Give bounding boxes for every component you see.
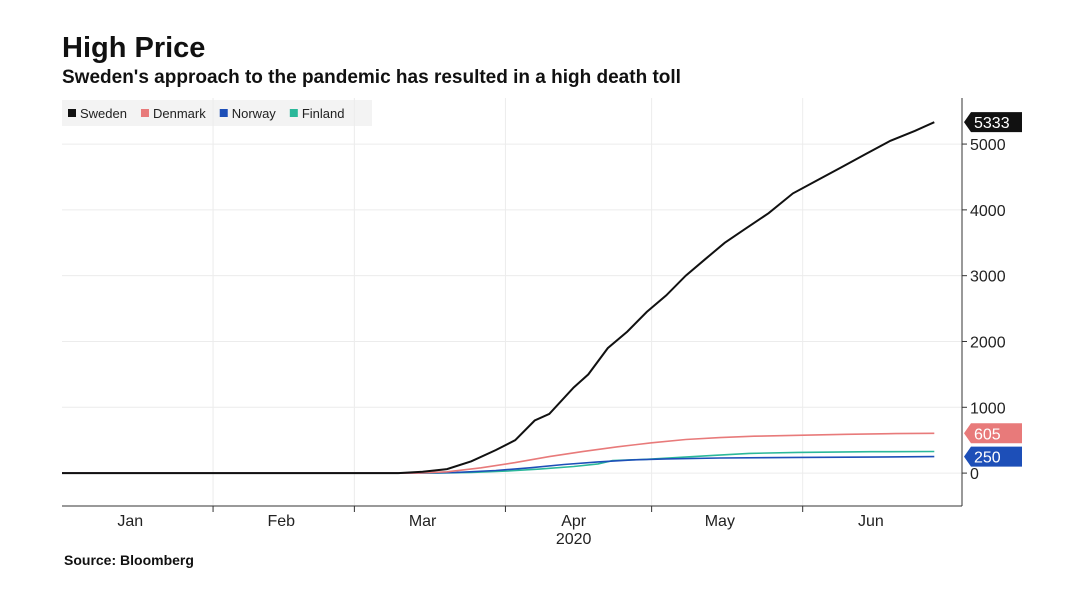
y-tick-label: 5000 <box>970 137 1006 154</box>
series-lines <box>62 121 935 475</box>
x-tick-label: Mar <box>409 513 437 530</box>
legend: Sweden Denmark Norway Finland <box>68 106 344 121</box>
x-year-label: 2020 <box>556 531 592 548</box>
x-tick-label: Jun <box>858 513 884 530</box>
axes: 0 1000 2000 3000 4000 5000 Jan Feb Mar Apr May Jun 2… <box>62 98 1006 548</box>
y-tick-label: 3000 <box>970 269 1006 286</box>
end-label-denmark: 605 <box>974 426 1001 443</box>
legend-swatch-sweden <box>68 109 76 117</box>
x-tick-label: Apr <box>561 513 587 530</box>
legend-label-finland: Finland <box>302 106 345 121</box>
legend-swatch-finland <box>289 109 298 117</box>
x-tick-label: Jan <box>117 513 143 530</box>
end-tag-norway <box>964 446 1022 467</box>
y-tick-label: 0 <box>970 466 979 483</box>
end-tag-sweden <box>964 112 1022 133</box>
end-labels: 5333 605 250 <box>964 112 1022 467</box>
series-line-sweden <box>62 121 935 475</box>
end-tag-denmark <box>964 423 1022 444</box>
legend-background <box>62 100 372 126</box>
legend-label-sweden: Sweden <box>80 106 127 121</box>
x-tick-label: May <box>705 513 735 530</box>
y-tick-label: 4000 <box>970 203 1006 220</box>
y-tick-label: 1000 <box>970 400 1006 417</box>
series-line-norway <box>62 455 935 474</box>
end-label-sweden: 5333 <box>974 115 1010 132</box>
y-tick-label: 2000 <box>970 334 1006 351</box>
legend-label-denmark: Denmark <box>153 106 206 121</box>
source-note: Source: Bloomberg <box>64 552 194 568</box>
series-line-denmark <box>62 432 935 474</box>
x-tick-label: Feb <box>267 513 295 530</box>
legend-swatch-denmark <box>140 109 149 117</box>
gridlines <box>62 98 962 506</box>
end-label-norway: 250 <box>974 450 1001 467</box>
chart-subtitle: Sweden's approach to the pandemic has re… <box>62 67 681 88</box>
legend-label-norway: Norway <box>232 106 277 121</box>
legend-swatch-norway <box>219 109 228 117</box>
chart-title: High Price <box>62 32 206 64</box>
